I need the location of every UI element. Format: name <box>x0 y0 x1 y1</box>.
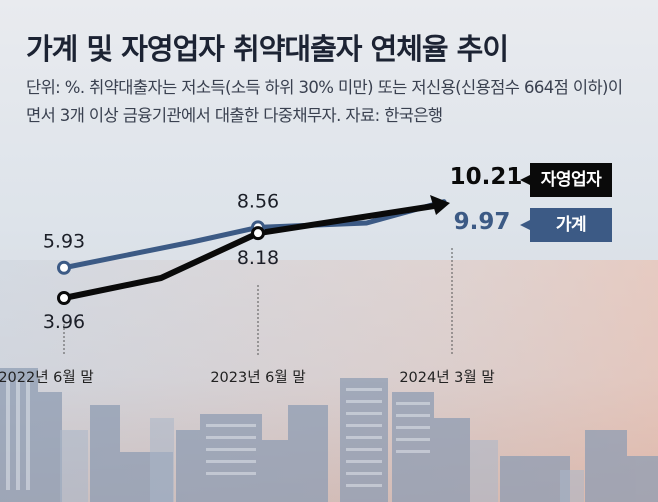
data-label-self-employed: 3.96 <box>43 311 85 333</box>
x-tick-label: 2022년 6월 말 <box>0 369 94 386</box>
data-label-household: 9.97 <box>454 209 511 235</box>
legend-label-household: 가계 <box>555 215 587 235</box>
data-label-household: 5.93 <box>43 231 85 253</box>
data-label-self-employed: 8.18 <box>237 247 279 269</box>
x-tick-label: 2024년 3월 말 <box>399 369 494 386</box>
legend-label-self-employed: 자영업자 <box>540 170 602 190</box>
tag-arrow-icon <box>520 220 530 230</box>
point-marker-self-employed <box>57 291 71 305</box>
series-line-self-employed <box>61 203 437 301</box>
legend-tag-self-employed: 자영업자 <box>520 163 612 197</box>
chart-note: 단위: %. 취약대출자는 저소득(소득 하위 30% 미만) 또는 저신용(신… <box>26 78 623 125</box>
tag-arrow-icon <box>520 175 530 185</box>
chart-title: 가계 및 자영업자 취약대출자 연체율 추이 <box>26 32 509 66</box>
x-tick-label: 2023년 6월 말 <box>210 369 305 386</box>
series-arrowhead-self-employed <box>430 195 450 215</box>
point-marker-self-employed <box>251 226 265 241</box>
legend-tag-household: 가계 <box>520 208 612 242</box>
point-marker-household <box>57 260 71 275</box>
data-label-self-employed: 10.21 <box>450 164 523 190</box>
data-label-household: 8.56 <box>237 190 279 212</box>
